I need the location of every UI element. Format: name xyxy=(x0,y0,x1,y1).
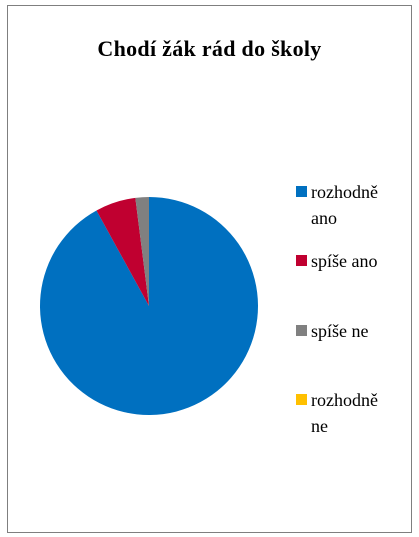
legend-swatch-spise-ne xyxy=(296,325,307,336)
pie-chart xyxy=(40,196,258,415)
legend-swatch-rozhodne-ano xyxy=(296,186,307,197)
legend-label-spise-ne: spíše ne xyxy=(311,321,369,341)
legend-swatch-rozhodne-ne xyxy=(296,394,307,405)
legend-entry-spise-ne: spíše ne xyxy=(296,318,395,344)
legend-label-rozhodne-ano: rozhodně ano xyxy=(311,182,378,228)
pie-slice-spise-ano xyxy=(96,197,149,306)
pie-slice-spise-ne xyxy=(135,196,149,306)
legend-entry-rozhodne-ne: rozhodně ne xyxy=(296,387,395,439)
chart-area: Chodí žák rád do školy rozhodně ano spíš… xyxy=(7,5,412,533)
legend-swatch-spise-ano xyxy=(296,255,307,266)
chart-title: Chodí žák rád do školy xyxy=(97,36,322,61)
legend-label-rozhodne-ne: rozhodně ne xyxy=(311,390,378,436)
legend-entry-rozhodne-ano: rozhodně ano xyxy=(296,179,395,231)
legend-label-spise-ano: spíše ano xyxy=(311,251,378,271)
legend-entry-spise-ano: spíše ano xyxy=(296,248,395,274)
